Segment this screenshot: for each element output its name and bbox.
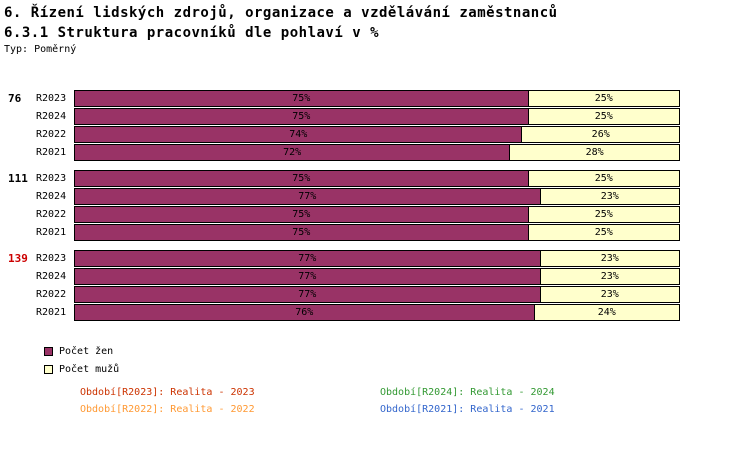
stacked-bar: 76% 24%	[74, 304, 680, 321]
men-segment: 26%	[522, 126, 680, 143]
page-title: 6. Řízení lidských zdrojů, organizace a …	[4, 5, 558, 21]
women-segment: 75%	[74, 108, 529, 125]
group-count-label	[0, 268, 36, 285]
period-label: R2023	[36, 93, 67, 104]
bar-row: R2022 77% 23%	[0, 286, 750, 303]
women-segment: 75%	[74, 206, 529, 223]
bar-row: R2024 77% 23%	[0, 268, 750, 285]
stacked-bar: 77% 23%	[74, 188, 680, 205]
women-segment: 77%	[74, 250, 541, 267]
group-count-label	[0, 206, 36, 223]
bar-row: R2021 75% 25%	[0, 224, 750, 241]
period-label: R2022	[36, 209, 67, 220]
group-count-label	[0, 188, 36, 205]
stacked-bar: 75% 25%	[74, 206, 680, 223]
bar-row: R2022 74% 26%	[0, 126, 750, 143]
men-swatch-icon	[44, 365, 53, 374]
stacked-bar: 77% 23%	[74, 250, 680, 267]
group-count-label: 76	[8, 92, 22, 105]
stacked-bar: 75% 25%	[74, 90, 680, 107]
period-label: R2023	[36, 253, 67, 264]
women-segment: 76%	[74, 304, 535, 321]
legend-item-men: Počet mužů	[44, 364, 119, 375]
bar-row: R2024 77% 23%	[0, 188, 750, 205]
women-segment: 75%	[74, 224, 529, 241]
group-count-label	[0, 224, 36, 241]
women-swatch-icon	[44, 347, 53, 356]
period-label: R2024	[36, 191, 67, 202]
women-segment: 77%	[74, 268, 541, 285]
men-segment: 28%	[510, 144, 680, 161]
bar-row: R2024 75% 25%	[0, 108, 750, 125]
men-segment: 25%	[528, 224, 680, 241]
women-segment: 77%	[74, 286, 541, 303]
group-count-label: 111	[8, 172, 28, 185]
men-segment: 25%	[528, 206, 680, 223]
bar-group: 139 R2023 77% 23% R2024 77% 23% R2022 77% 23% R202…	[0, 250, 750, 321]
period-legend-item: Období[R2021]: Realita - 2021	[380, 404, 555, 415]
bar-group: 76 R2023 75% 25% R2024 75% 25% R2022 74% 26% R2021…	[0, 90, 750, 161]
series-legend: Počet žen Počet mužů	[44, 346, 119, 382]
period-label: R2021	[36, 147, 67, 158]
bar-row: 139 R2023 77% 23%	[0, 250, 750, 267]
bar-row: R2022 75% 25%	[0, 206, 750, 223]
women-segment: 75%	[74, 170, 529, 187]
bar-row: 76 R2023 75% 25%	[0, 90, 750, 107]
bar-group: 111 R2023 75% 25% R2024 77% 23% R2022 75% 25% R202…	[0, 170, 750, 241]
bar-row: 111 R2023 75% 25%	[0, 170, 750, 187]
period-label: R2021	[36, 227, 67, 238]
period-label: R2021	[36, 307, 67, 318]
men-segment: 24%	[534, 304, 680, 321]
bar-chart: 76 R2023 75% 25% R2024 75% 25% R2022 74% 26% R2021…	[0, 90, 750, 330]
group-count-label	[0, 144, 36, 161]
men-segment: 23%	[540, 286, 680, 303]
men-segment: 23%	[540, 188, 680, 205]
men-segment: 25%	[528, 108, 680, 125]
period-label: R2023	[36, 173, 67, 184]
men-segment: 25%	[528, 90, 680, 107]
period-legend-item: Období[R2023]: Realita - 2023	[80, 387, 255, 398]
group-count-label: 139	[8, 252, 28, 265]
stacked-bar: 74% 26%	[74, 126, 680, 143]
period-legend-item: Období[R2022]: Realita - 2022	[80, 404, 255, 415]
period-label: R2022	[36, 129, 67, 140]
stacked-bar: 75% 25%	[74, 170, 680, 187]
group-count-label	[0, 108, 36, 125]
women-segment: 72%	[74, 144, 511, 161]
women-segment: 75%	[74, 90, 529, 107]
chart-title: 6.3.1 Struktura pracovníků dle pohlaví v…	[4, 25, 380, 41]
period-label: R2024	[36, 111, 67, 122]
legend-label-women: Počet žen	[59, 346, 114, 357]
men-segment: 23%	[540, 250, 680, 267]
women-segment: 77%	[74, 188, 541, 205]
bar-row: R2021 76% 24%	[0, 304, 750, 321]
men-segment: 25%	[528, 170, 680, 187]
stacked-bar: 77% 23%	[74, 268, 680, 285]
period-label: R2024	[36, 271, 67, 282]
stacked-bar: 75% 25%	[74, 224, 680, 241]
period-legend-item: Období[R2024]: Realita - 2024	[380, 387, 555, 398]
legend-label-men: Počet mužů	[59, 364, 120, 375]
bar-row: R2021 72% 28%	[0, 144, 750, 161]
legend-item-women: Počet žen	[44, 346, 119, 357]
periods-legend: Období[R2023]: Realita - 2023 Období[R202…	[80, 386, 730, 416]
group-count-label	[0, 304, 36, 321]
men-segment: 23%	[540, 268, 680, 285]
chart-type-label: Typ: Poměrný	[4, 44, 77, 55]
group-count-label	[0, 126, 36, 143]
period-label: R2022	[36, 289, 67, 300]
women-segment: 74%	[74, 126, 523, 143]
group-count-label	[0, 286, 36, 303]
stacked-bar: 77% 23%	[74, 286, 680, 303]
stacked-bar: 72% 28%	[74, 144, 680, 161]
stacked-bar: 75% 25%	[74, 108, 680, 125]
